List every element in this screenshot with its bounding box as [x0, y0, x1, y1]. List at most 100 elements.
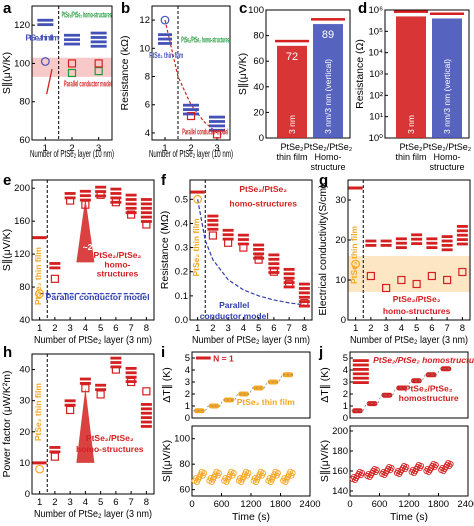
bar-stack-homo — [125, 375, 137, 379]
y-axis-tick-label: 0.4 — [175, 218, 188, 229]
x-axis-tick-label: 3 — [214, 143, 219, 154]
x-axis-tick-label: 600 — [214, 499, 230, 510]
y-axis-bottom-tick-label: 100 — [174, 434, 190, 445]
annotation-thin-film: PtSe₂ thin film — [33, 247, 43, 306]
y-axis-tick-label: 30 — [19, 396, 30, 407]
seebeck-point — [215, 470, 222, 477]
y-axis-top-tick-label: 4 — [343, 365, 348, 376]
bar-stack-homo — [140, 198, 152, 201]
bar-stack-homo — [456, 225, 468, 228]
annotation-model: conductor model — [200, 311, 269, 321]
y-axis-tick-label: 80 — [19, 282, 30, 293]
annotation-thin-film: PtSe₂ thin film — [191, 218, 201, 277]
annotation-homo: PtSe₂/PtSe₂ — [94, 250, 142, 260]
y-axis-tick-label: 20 — [335, 235, 346, 246]
delta-t-step — [381, 392, 393, 398]
bar-stack-homo — [140, 202, 152, 206]
bar-stack-homo — [456, 233, 468, 237]
bar-stack-homo-3 — [90, 31, 107, 35]
y-axis-tick-label: 0 — [259, 133, 264, 144]
y-axis-tick-label: 20 — [19, 427, 30, 438]
bar-stack-homo — [253, 252, 265, 256]
y-axis-tick-label: 6 — [145, 100, 150, 111]
y-axis-top-tick-label: 3 — [343, 377, 348, 388]
bar-stack-homo — [125, 366, 137, 370]
y-axis-title-top: ΔT∥ (K) — [161, 367, 173, 403]
legend-stack — [352, 359, 369, 362]
x-axis-tick-label: 4 — [241, 323, 246, 334]
annotation-homo: PtSe₂/PtSe₂ — [393, 294, 441, 304]
chart-c-svg: c 0 20 40 60 80 100 72 3 nm 89 3 nm/3 nm (vertical… — [237, 0, 353, 172]
bar-stack-homo — [79, 189, 91, 193]
bar-stack-homo — [140, 220, 152, 223]
bar-stack-homo — [411, 242, 423, 245]
panel-letter: h — [3, 344, 12, 361]
bar-stack-homo — [49, 262, 61, 265]
seebeck-point — [418, 462, 425, 470]
y-axis-title: Resistance (MΩ) — [159, 211, 171, 289]
bar-stack-homo-2 — [183, 108, 199, 111]
y-axis-tick-label: 160 — [14, 216, 30, 227]
seebeck-point — [289, 470, 296, 477]
bar-stack-thin-film — [158, 42, 172, 45]
bar-stack-homo — [441, 235, 453, 238]
x-axis-tick-label: 5 — [256, 323, 261, 334]
x-axis-tick-label: 5 — [414, 323, 419, 334]
delta-t-step — [440, 366, 452, 372]
seebeck-point — [201, 470, 208, 477]
bar-stack-homo — [140, 211, 152, 215]
x-axis-title: Number of PtSe₂ layer (10 nm) — [30, 148, 114, 160]
bar-stack-homo — [140, 425, 152, 428]
bar-stack-homo — [380, 244, 392, 247]
bar-stack-homo — [426, 241, 438, 245]
bar-cap — [311, 18, 345, 21]
bar-stack-homo — [222, 233, 234, 237]
y-axis-bottom-tick-label: 80 — [179, 459, 190, 470]
data-point-homo — [186, 111, 196, 121]
bar-stack-homo-3 — [90, 44, 107, 48]
annotation-homo: PtSe₂/PtSe₂ — [239, 184, 287, 194]
x-axis-tick-label: 1800 — [270, 499, 291, 510]
category-label: PtSe₂ — [280, 142, 304, 152]
bar-stack-homo-2 — [64, 42, 80, 46]
y-axis-title: S∥(μV/K) — [1, 52, 13, 94]
y-axis-tick-label: 10⁴ — [368, 48, 383, 59]
delta-t-step — [208, 403, 220, 409]
bar-stack-homo — [140, 411, 152, 415]
step-guide-line — [193, 374, 294, 412]
plot-frame — [189, 179, 313, 321]
bar-stack-homo-2 — [183, 112, 199, 116]
y-axis-tick-label: 100 — [248, 5, 264, 16]
model-curve — [197, 199, 305, 306]
data-point-model — [94, 59, 103, 68]
bar-stack-homo — [441, 239, 453, 243]
increase-arrow — [76, 388, 95, 463]
seebeck-point — [359, 469, 366, 477]
y-axis-title: Resistance (Ω) — [354, 39, 366, 109]
bar-stack-homo — [283, 276, 295, 280]
x-axis-tick-label: 2 — [69, 143, 74, 154]
bar-stack-homo — [395, 241, 407, 245]
bar-stack-homo — [268, 271, 280, 274]
bar-stack-homo — [253, 248, 265, 251]
x-axis-tick-label: 3 — [96, 143, 101, 154]
y-axis-bottom-tick-label: 160 — [332, 466, 348, 477]
category-label: structure — [429, 162, 464, 172]
x-axis-tick-label: 3 — [225, 323, 230, 334]
panel-f: f 0.0 0.1 0.2 0.3 0.4 0.5 1 2 3 4 5 6 7 8 Resistance (M… — [158, 172, 316, 346]
panel-g: g 0 10 20 30 1 2 3 4 5 6 7 8 Electrical conductivity(… — [316, 172, 474, 346]
x-axis-tick-label: 6 — [113, 323, 118, 334]
legend-stack — [352, 363, 369, 367]
bar-stack-homo — [283, 281, 295, 284]
bar-stack-homo — [140, 416, 152, 420]
chart-j-svg: j0123451401601802000600120018002400ΔT∥ (… — [318, 344, 474, 523]
annotation-percent: ~570% — [61, 470, 88, 480]
y-axis-tick-label: 10 — [139, 43, 150, 54]
plot-frame — [31, 179, 155, 321]
bar-stack-homo — [253, 243, 265, 247]
x-axis-tick-label: 6 — [271, 323, 276, 334]
bar-stack-homo — [380, 239, 392, 243]
panel-letter: d — [358, 0, 367, 17]
bar-stack-homo — [95, 194, 107, 198]
bar-stack-homo-2 — [64, 33, 80, 37]
